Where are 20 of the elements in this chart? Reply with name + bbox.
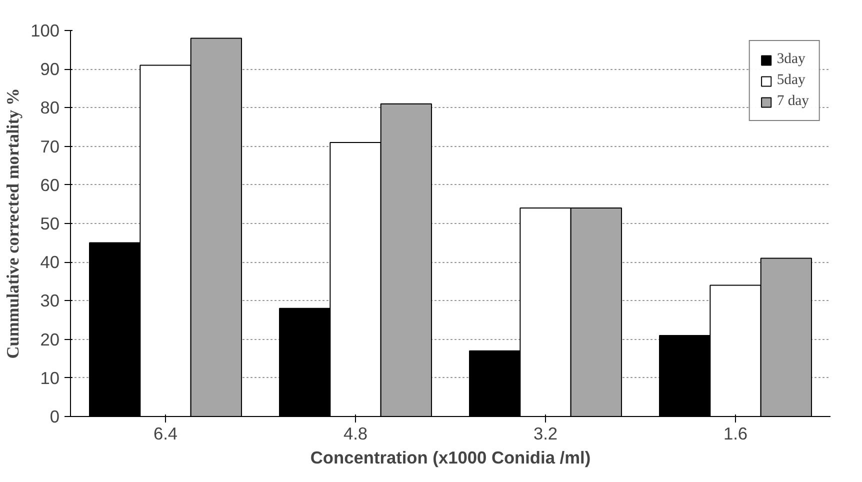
x-tick-label: 1.6: [723, 424, 748, 444]
y-tick-label: 80: [40, 98, 60, 118]
y-axis-title: Cummulative corrected mortality %: [4, 88, 23, 359]
y-tick-label: 100: [30, 20, 60, 40]
x-tick-label: 3.2: [533, 424, 558, 444]
y-tick-label: 40: [40, 252, 60, 272]
x-tick-label: 6.4: [153, 424, 178, 444]
y-tick-label: 50: [40, 214, 60, 234]
legend-label: 3day: [776, 51, 806, 68]
y-tick-label: 60: [40, 174, 60, 195]
x-axis-title: Concentration (x1000 Conidia /ml): [310, 448, 591, 468]
y-tick-label: 30: [40, 290, 60, 311]
y-tick-label: 20: [40, 329, 60, 350]
y-tick-label: 10: [40, 368, 60, 388]
y-tick-label: 70: [40, 136, 60, 156]
y-tick-label: 0: [50, 406, 60, 426]
legend-label: 7 day: [776, 93, 809, 110]
legend-label: 5day: [776, 72, 806, 89]
x-tick-label: 4.8: [343, 424, 368, 444]
y-tick-label: 90: [40, 59, 60, 80]
